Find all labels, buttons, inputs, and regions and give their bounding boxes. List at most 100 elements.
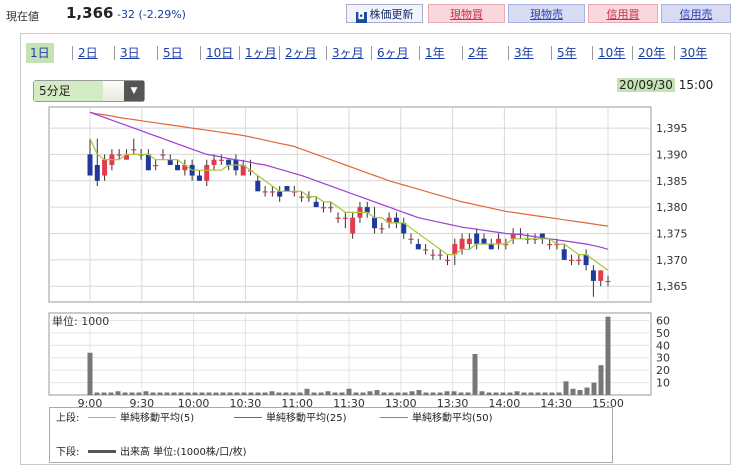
- volume-bar: [122, 392, 128, 395]
- price-change: -32 (-2.29%): [117, 8, 186, 21]
- candle-body: [372, 217, 378, 229]
- volume-bar: [311, 392, 317, 395]
- volume-bar: [150, 392, 156, 395]
- candle-body: [211, 159, 217, 165]
- price-tick-label: 1,385: [656, 175, 688, 188]
- shinyo-sell-button[interactable]: 信用売: [661, 4, 731, 23]
- candle-body: [364, 207, 370, 213]
- volume-bar: [129, 392, 135, 395]
- period-separator: [462, 46, 463, 60]
- period-tab-9[interactable]: 6ヶ月: [377, 46, 409, 60]
- genbutsu-buy-button[interactable]: 現物買: [428, 4, 505, 23]
- period-tab-8[interactable]: 3ヶ月: [332, 46, 364, 60]
- volume-tick-label: 30: [656, 352, 670, 365]
- period-tab-15[interactable]: 20年: [638, 46, 666, 60]
- period-tab-5[interactable]: 10日: [206, 46, 234, 60]
- period-separator: [592, 46, 593, 60]
- candle-body: [335, 217, 341, 219]
- candle-body: [393, 217, 399, 223]
- time-tick-label: 10:30: [230, 397, 262, 410]
- chart-time: 15:00: [678, 78, 714, 92]
- candle-body: [255, 180, 261, 192]
- volume-bar: [346, 388, 352, 395]
- time-tick-label: 13:00: [385, 397, 417, 410]
- volume-bar: [374, 390, 380, 395]
- period-tab-11[interactable]: 2年: [468, 46, 488, 60]
- volume-bar: [409, 391, 415, 395]
- shinyo-buy-button[interactable]: 信用買: [588, 4, 658, 23]
- volume-bar: [234, 392, 240, 395]
- volume-bar: [297, 392, 303, 395]
- ma50-swatch: [380, 417, 408, 418]
- period-tab-14[interactable]: 10年: [598, 46, 626, 60]
- candle-body: [226, 159, 232, 165]
- volume-bar: [402, 392, 408, 395]
- candle-body: [379, 228, 385, 230]
- period-tab-4[interactable]: 5日: [163, 46, 183, 60]
- candle-body: [583, 254, 589, 266]
- volume-bar: [367, 391, 373, 395]
- volume-tick-label: 10: [656, 377, 670, 390]
- refresh-label: 株価更新: [369, 8, 414, 21]
- volume-bar: [192, 392, 198, 395]
- genbutsu-sell-button[interactable]: 現物売: [508, 4, 585, 23]
- candle-body: [313, 201, 319, 208]
- period-separator: [157, 46, 158, 60]
- time-tick-label: 15:00: [592, 397, 624, 410]
- period-tab-13[interactable]: 5年: [557, 46, 577, 60]
- candle-body: [175, 164, 181, 171]
- volume-bar: [290, 392, 296, 395]
- volume-bar: [108, 392, 114, 395]
- volume-bar: [157, 392, 163, 395]
- volume-bar: [507, 392, 513, 395]
- period-tab-16[interactable]: 30年: [680, 46, 708, 60]
- period-tab-6[interactable]: 1ヶ月: [245, 46, 277, 60]
- candle-body: [218, 159, 224, 161]
- candle-body: [94, 164, 100, 181]
- volume-bar: [276, 392, 282, 395]
- period-tab-3[interactable]: 3日: [120, 46, 140, 60]
- current-price-value: 1,366: [66, 4, 114, 22]
- legend-ma25: 単純移動平均(25): [234, 412, 347, 426]
- candle-body: [408, 238, 414, 240]
- period-tab-2[interactable]: 2日: [78, 46, 98, 60]
- candle-body: [554, 244, 560, 246]
- refresh-price-button[interactable]: ◘ 株価更新: [346, 4, 423, 23]
- volume-bar: [283, 392, 289, 395]
- candle-body: [401, 222, 407, 234]
- volume-bar: [325, 391, 331, 395]
- volume-bar: [556, 392, 562, 395]
- candle-body: [510, 233, 516, 239]
- period-tab-7[interactable]: 2ヶ月: [285, 46, 317, 60]
- interval-select[interactable]: 5分足 ▼: [33, 80, 145, 102]
- volume-tick-label: 20: [656, 364, 670, 377]
- chart-date: 20/09/30: [617, 78, 675, 92]
- volume-bar: [598, 365, 604, 395]
- volume-bar: [549, 392, 555, 395]
- period-tab-10[interactable]: 1年: [425, 46, 445, 60]
- candle-body: [167, 159, 173, 165]
- volume-bar: [381, 392, 387, 395]
- candle-body: [145, 154, 151, 171]
- period-separator: [371, 46, 372, 60]
- period-tab-12[interactable]: 3年: [514, 46, 534, 60]
- volume-bar: [584, 387, 590, 395]
- volume-bar: [465, 392, 471, 395]
- candle-body: [320, 207, 326, 209]
- volume-bar: [164, 392, 170, 395]
- volume-bar: [500, 392, 506, 395]
- candle-body: [503, 244, 509, 246]
- candle-body: [481, 238, 487, 245]
- period-separator: [419, 46, 420, 60]
- volume-bar: [185, 392, 191, 395]
- candle-body: [160, 154, 166, 156]
- volume-bar: [577, 390, 583, 395]
- candle-body: [474, 233, 480, 245]
- candle-body: [576, 259, 582, 262]
- period-tab-1[interactable]: 1日: [26, 43, 54, 63]
- chevron-down-icon: ▼: [124, 81, 144, 101]
- period-separator: [326, 46, 327, 60]
- volume-bar: [514, 391, 520, 395]
- volume-bar: [444, 391, 450, 395]
- refresh-icon: ◘: [355, 12, 367, 23]
